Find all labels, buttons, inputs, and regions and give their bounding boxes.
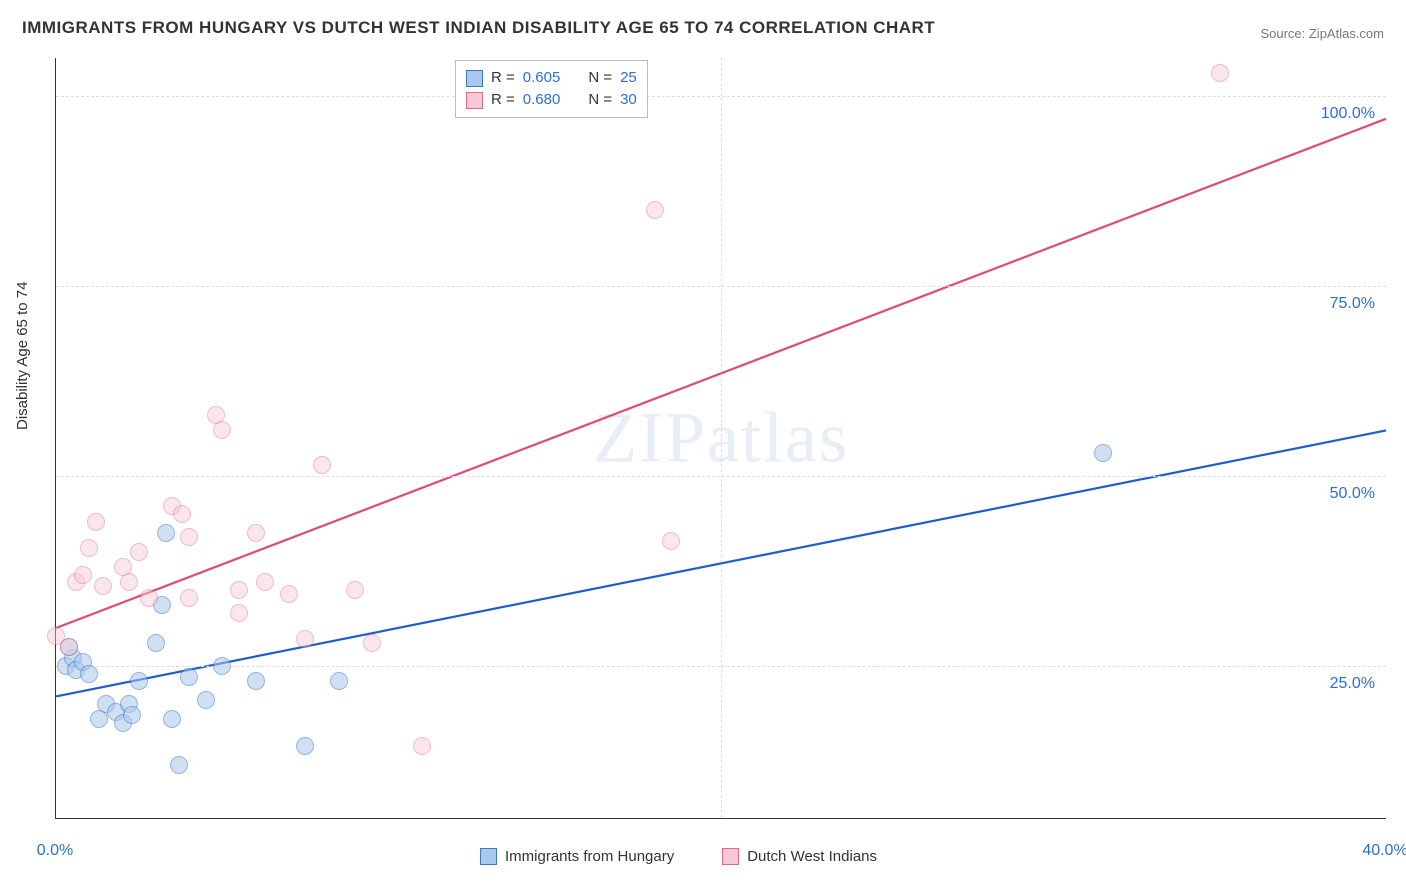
scatter-point-dutch_west_indians bbox=[60, 638, 78, 656]
source-label: Source: ZipAtlas.com bbox=[1260, 26, 1384, 41]
scatter-point-dutch_west_indians bbox=[80, 539, 98, 557]
legend-stat-row: R = 0.680 N = 30 bbox=[466, 89, 637, 111]
r-value: 0.605 bbox=[523, 67, 561, 89]
scatter-point-dutch_west_indians bbox=[346, 581, 364, 599]
scatter-point-hungary bbox=[170, 756, 188, 774]
scatter-point-hungary bbox=[163, 710, 181, 728]
legend-swatch-icon bbox=[480, 848, 497, 865]
scatter-point-hungary bbox=[197, 691, 215, 709]
scatter-point-hungary bbox=[157, 524, 175, 542]
scatter-point-dutch_west_indians bbox=[173, 505, 191, 523]
x-tick-label: 0.0% bbox=[37, 842, 73, 860]
n-label: N = bbox=[588, 67, 612, 89]
legend-stats: R = 0.605 N = 25 R = 0.680 N = 30 bbox=[455, 60, 648, 118]
scatter-point-dutch_west_indians bbox=[662, 532, 680, 550]
legend-series-item: Immigrants from Hungary bbox=[480, 848, 674, 865]
scatter-point-dutch_west_indians bbox=[296, 630, 314, 648]
scatter-point-hungary bbox=[180, 668, 198, 686]
scatter-point-dutch_west_indians bbox=[413, 737, 431, 755]
scatter-point-dutch_west_indians bbox=[363, 634, 381, 652]
scatter-point-hungary bbox=[213, 657, 231, 675]
r-value: 0.680 bbox=[523, 89, 561, 111]
legend-stat-row: R = 0.605 N = 25 bbox=[466, 67, 637, 89]
n-label: N = bbox=[588, 89, 612, 111]
y-axis-label: Disability Age 65 to 74 bbox=[14, 282, 31, 430]
scatter-point-dutch_west_indians bbox=[120, 573, 138, 591]
scatter-point-dutch_west_indians bbox=[247, 524, 265, 542]
scatter-point-hungary bbox=[147, 634, 165, 652]
y-tick-label: 100.0% bbox=[1321, 105, 1375, 123]
scatter-point-dutch_west_indians bbox=[180, 589, 198, 607]
scatter-point-dutch_west_indians bbox=[140, 589, 158, 607]
plot-area: ZIPatlas bbox=[55, 58, 1386, 819]
legend-series-label: Immigrants from Hungary bbox=[505, 848, 674, 865]
scatter-point-hungary bbox=[247, 672, 265, 690]
n-value: 30 bbox=[620, 89, 637, 111]
scatter-point-dutch_west_indians bbox=[1211, 64, 1229, 82]
scatter-point-dutch_west_indians bbox=[313, 456, 331, 474]
scatter-point-dutch_west_indians bbox=[280, 585, 298, 603]
r-label: R = bbox=[491, 67, 515, 89]
source-name: ZipAtlas.com bbox=[1309, 26, 1384, 41]
scatter-point-hungary bbox=[130, 672, 148, 690]
gridline-v bbox=[721, 58, 722, 818]
r-label: R = bbox=[491, 89, 515, 111]
source-prefix: Source: bbox=[1260, 26, 1308, 41]
legend-swatch-icon bbox=[466, 70, 483, 87]
scatter-point-hungary bbox=[330, 672, 348, 690]
scatter-point-hungary bbox=[296, 737, 314, 755]
scatter-point-dutch_west_indians bbox=[180, 528, 198, 546]
scatter-point-dutch_west_indians bbox=[646, 201, 664, 219]
scatter-point-hungary bbox=[80, 665, 98, 683]
scatter-point-dutch_west_indians bbox=[94, 577, 112, 595]
chart-title: IMMIGRANTS FROM HUNGARY VS DUTCH WEST IN… bbox=[22, 18, 935, 38]
n-value: 25 bbox=[620, 67, 637, 89]
legend-swatch-icon bbox=[466, 92, 483, 109]
y-tick-label: 50.0% bbox=[1330, 485, 1375, 503]
x-tick-label: 40.0% bbox=[1362, 842, 1406, 860]
legend-swatch-icon bbox=[722, 848, 739, 865]
y-tick-label: 75.0% bbox=[1330, 295, 1375, 313]
y-tick-label: 25.0% bbox=[1330, 675, 1375, 693]
legend-series: Immigrants from Hungary Dutch West Indian… bbox=[480, 848, 915, 865]
legend-series-item: Dutch West Indians bbox=[722, 848, 877, 865]
scatter-point-dutch_west_indians bbox=[87, 513, 105, 531]
scatter-point-hungary bbox=[1094, 444, 1112, 462]
scatter-point-dutch_west_indians bbox=[74, 566, 92, 584]
scatter-point-dutch_west_indians bbox=[256, 573, 274, 591]
scatter-point-dutch_west_indians bbox=[230, 604, 248, 622]
scatter-point-dutch_west_indians bbox=[230, 581, 248, 599]
scatter-point-dutch_west_indians bbox=[130, 543, 148, 561]
scatter-point-hungary bbox=[123, 706, 141, 724]
scatter-point-dutch_west_indians bbox=[213, 421, 231, 439]
legend-series-label: Dutch West Indians bbox=[747, 848, 877, 865]
